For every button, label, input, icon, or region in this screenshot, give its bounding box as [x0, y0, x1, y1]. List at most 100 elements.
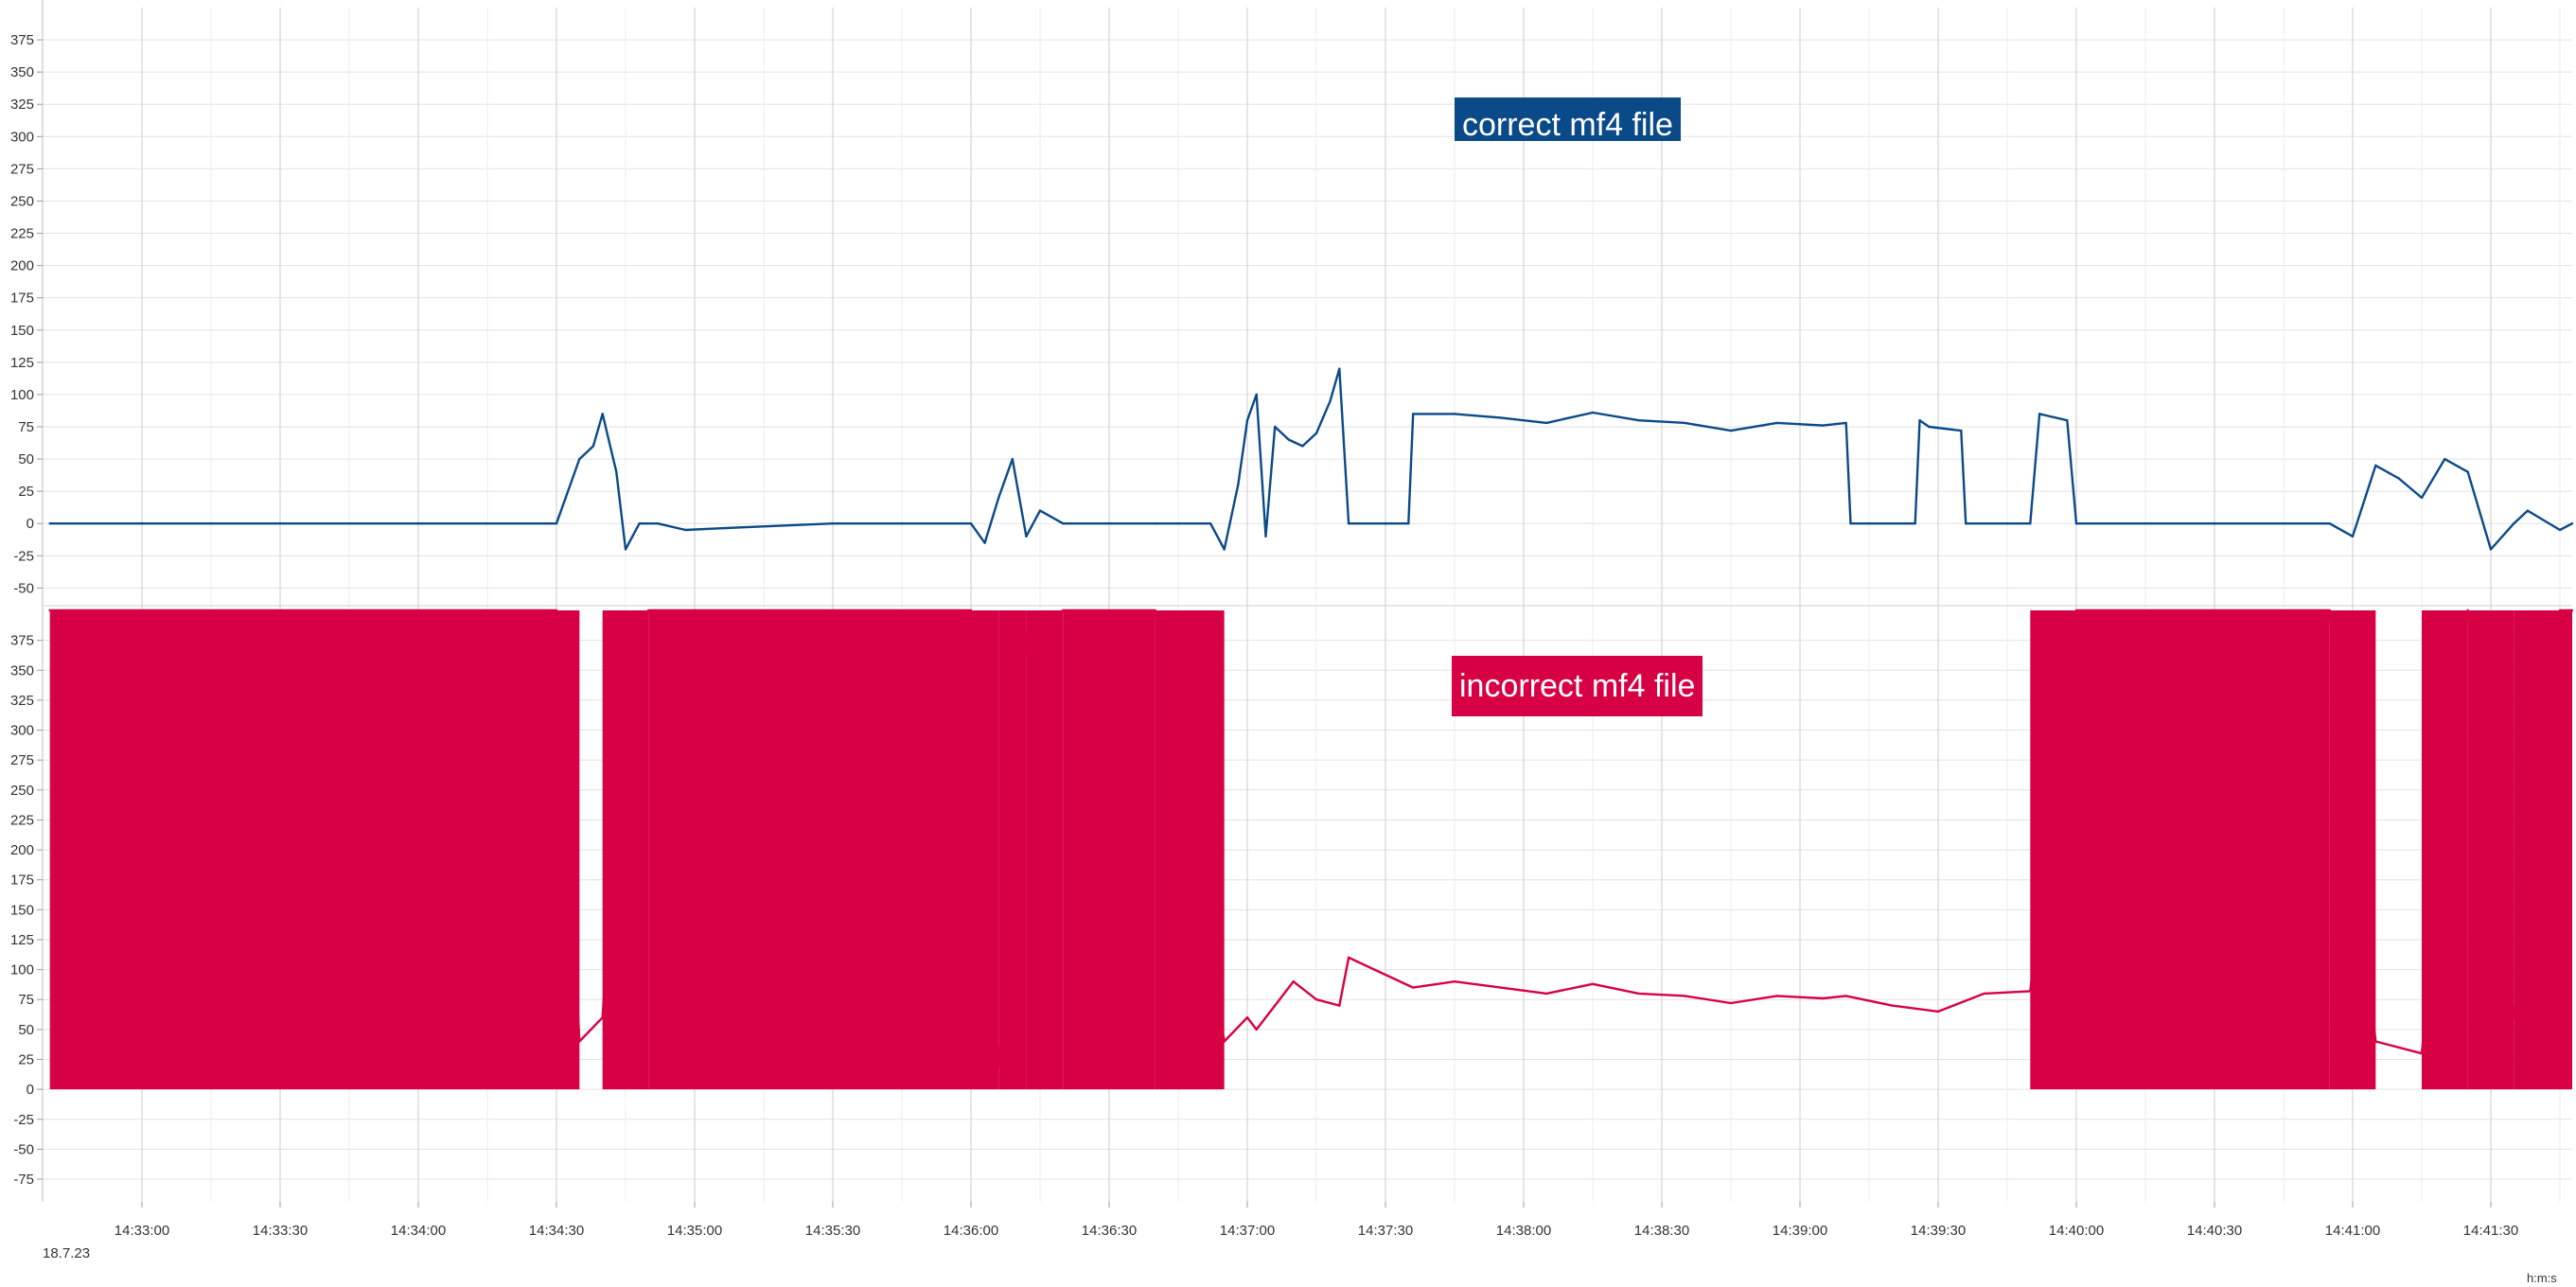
y-tick-label: 275 — [10, 161, 34, 177]
saturated-block — [1063, 610, 1156, 1090]
x-tick-label: 14:34:00 — [391, 1223, 446, 1239]
data-point — [1154, 608, 1156, 612]
y-tick-label: 25 — [18, 1051, 34, 1067]
data-point — [1287, 438, 1291, 441]
x-tick-label: 14:39:00 — [1773, 1223, 1827, 1239]
data-point — [1062, 608, 1065, 612]
data-point — [1918, 418, 1921, 422]
data-point — [601, 1016, 604, 1019]
data-point — [578, 1040, 581, 1043]
data-point — [1245, 1016, 1249, 1019]
data-point — [2029, 990, 2032, 993]
y-tick-label: 175 — [10, 873, 34, 889]
y-tick-label: 325 — [10, 693, 34, 709]
data-point — [48, 608, 51, 612]
data-point — [2213, 522, 2216, 525]
data-point — [2558, 608, 2562, 612]
data-point — [1412, 986, 1415, 989]
data-point — [2570, 522, 2574, 525]
data-point — [1499, 986, 1502, 989]
data-point — [1062, 522, 1065, 525]
y-tick-label: 225 — [10, 226, 34, 242]
y-tick-label: 225 — [10, 812, 34, 828]
data-point — [1011, 457, 1015, 461]
x-tick-label: 14:41:00 — [2325, 1223, 2380, 1239]
data-point — [1960, 429, 1963, 432]
data-point — [739, 526, 742, 529]
y-tick-label: 0 — [26, 516, 34, 532]
data-point — [48, 522, 51, 525]
data-point — [1329, 399, 1332, 402]
y-tick-label: 150 — [10, 902, 34, 918]
data-point — [2420, 1051, 2424, 1055]
data-point — [1407, 522, 1410, 525]
y-tick-label: 325 — [10, 97, 34, 113]
data-point — [997, 496, 1000, 500]
y-tick-label: 125 — [10, 355, 34, 371]
data-point — [564, 496, 567, 500]
x-tick-label: 14:36:00 — [944, 1223, 998, 1239]
data-point — [1274, 425, 1277, 429]
x-tick-label: 14:38:00 — [1496, 1223, 1551, 1239]
data-point — [1154, 522, 1156, 525]
data-point — [555, 608, 558, 612]
data-point — [1453, 413, 1456, 415]
saturated-block — [2560, 610, 2572, 1090]
data-point — [1255, 1028, 1258, 1031]
data-point — [1637, 992, 1640, 996]
x-tick-label: 14:39:30 — [1911, 1223, 1966, 1239]
saturated-block — [49, 610, 556, 1090]
series-line-1 — [49, 367, 2573, 551]
saturated-block — [1026, 610, 1064, 1090]
data-point — [1338, 367, 1341, 370]
y-tick-label: 75 — [18, 419, 34, 435]
y-tick-label: 275 — [10, 752, 34, 768]
data-point — [2066, 418, 2069, 422]
y-tick-label: 200 — [10, 842, 34, 858]
data-point — [1965, 522, 1967, 525]
data-point — [1264, 535, 1267, 538]
data-point — [1292, 980, 1295, 983]
data-point — [1025, 535, 1028, 538]
data-point — [1223, 548, 1226, 551]
data-point — [638, 522, 641, 525]
data-point — [2466, 608, 2469, 612]
y-tick-label: 100 — [10, 387, 34, 403]
data-point — [1223, 1040, 1226, 1043]
data-point — [1545, 992, 1548, 996]
data-point — [684, 528, 687, 532]
data-point — [1849, 522, 1852, 525]
data-point — [555, 522, 558, 525]
legend-correct-file: correct mf4 file — [1455, 97, 1681, 141]
saturated-block — [695, 610, 833, 1090]
data-point — [2029, 522, 2032, 525]
data-point — [1347, 522, 1350, 525]
x-tick-label: 14:36:30 — [1082, 1223, 1137, 1239]
data-point — [1591, 982, 1595, 985]
data-point — [2374, 464, 2377, 467]
data-point — [647, 608, 650, 612]
x-tick-label: 14:37:00 — [1220, 1223, 1275, 1239]
y-tick-label: 125 — [10, 932, 34, 948]
y-tick-label: 100 — [10, 962, 34, 978]
data-point — [1729, 1001, 1733, 1005]
x-tick-label: 14:33:30 — [253, 1223, 308, 1239]
data-point — [1038, 509, 1042, 512]
y-tick-label: -75 — [13, 1172, 34, 1188]
saturated-block — [626, 610, 649, 1090]
data-point — [624, 548, 627, 551]
data-point — [1412, 413, 1415, 415]
data-point — [1545, 421, 1548, 425]
y-tick-label: 300 — [10, 723, 34, 739]
saturated-block — [2214, 610, 2330, 1090]
y-tick-label: -50 — [13, 580, 34, 596]
y-tick-label: 250 — [10, 193, 34, 209]
x-tick-label: 14:40:30 — [2187, 1223, 2242, 1239]
data-point — [2570, 608, 2574, 612]
data-point — [2351, 535, 2355, 538]
data-point — [1822, 996, 1825, 1000]
data-point — [1499, 416, 1502, 419]
time-unit-label: h:m:s — [2527, 1271, 2557, 1285]
y-tick-label: 150 — [10, 323, 34, 339]
